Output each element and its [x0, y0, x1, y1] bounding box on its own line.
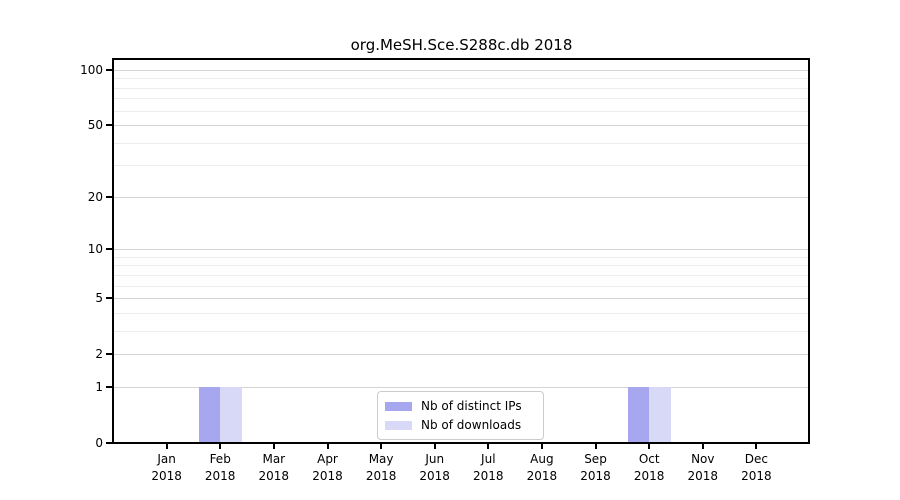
x-tick-label-aug: Aug 2018 — [510, 451, 574, 485]
y-tick-5 — [106, 297, 112, 300]
legend-swatch-distinct-ips — [385, 401, 412, 411]
x-tick-label-apr: Apr 2018 — [296, 451, 360, 485]
year-label: 2018 — [687, 469, 719, 483]
month-label: Apr — [317, 452, 338, 466]
year-label: 2018 — [419, 469, 450, 483]
y-tick-label-50: 50 — [87, 118, 103, 132]
bar-nb-of-downloads-feb — [220, 386, 242, 443]
gridline-y-5 — [113, 298, 810, 300]
x-tick-sep — [594, 443, 597, 449]
month-label: Oct — [638, 452, 660, 466]
y-tick-50 — [106, 124, 112, 126]
gridline-y-2 — [113, 354, 810, 356]
y-tick-10 — [106, 248, 112, 251]
x-tick-label-jun: Jun 2018 — [403, 451, 467, 485]
gridline-y-100 — [113, 69, 810, 71]
month-label: Dec — [744, 452, 768, 466]
y-tick-1 — [106, 385, 112, 388]
x-tick-label-oct: Oct 2018 — [617, 451, 681, 485]
x-tick-oct — [648, 443, 651, 449]
y-tick-label-0: 0 — [95, 436, 103, 450]
y-tick-0 — [106, 442, 112, 444]
x-tick-mar — [272, 443, 275, 449]
year-label: 2018 — [526, 469, 558, 483]
y-tick-label-2: 2 — [95, 347, 103, 362]
year-label: 2018 — [258, 469, 290, 483]
x-tick-jun — [433, 443, 436, 449]
gridline-y-1 — [113, 386, 810, 388]
y-tick-label-1: 1 — [95, 379, 103, 394]
month-label: May — [368, 452, 394, 466]
gridline-y-3 — [113, 330, 810, 332]
year-label: 2018 — [204, 469, 236, 483]
legend-row-downloads: Nb of downloads — [385, 418, 533, 432]
month-label: Jun — [425, 452, 445, 466]
year-label: 2018 — [633, 469, 665, 483]
x-tick-label-jul: Jul 2018 — [456, 451, 520, 485]
month-label: Jul — [481, 452, 496, 466]
gridline-y-70 — [113, 98, 810, 100]
gridline-y-9 — [113, 256, 810, 258]
gridline-y-8 — [113, 265, 810, 267]
month-label: Sep — [584, 452, 607, 466]
month-label: Jan — [157, 452, 176, 466]
year-label: 2018 — [580, 469, 611, 483]
x-tick-label-dec: Dec 2018 — [724, 451, 788, 485]
y-tick-label-100: 100 — [80, 62, 103, 77]
legend: Nb of distinct IPs Nb of downloads — [377, 391, 544, 440]
gridline-y-4 — [113, 312, 810, 314]
gridline-y-80 — [113, 87, 810, 89]
gridline-y-60 — [113, 110, 810, 112]
gridline-y-40 — [113, 142, 810, 144]
y-tick-label-20: 20 — [87, 189, 103, 204]
x-tick-dec — [755, 443, 758, 449]
year-label: 2018 — [365, 469, 397, 483]
bar-nb-of-downloads-oct — [649, 386, 671, 443]
x-tick-feb — [219, 443, 222, 449]
x-tick-label-sep: Sep 2018 — [564, 451, 628, 485]
x-tick-jul — [487, 443, 490, 449]
x-tick-jan — [165, 443, 168, 449]
y-tick-2 — [106, 353, 112, 356]
chart-title: org.MeSH.Sce.S288c.db 2018 — [350, 36, 573, 54]
x-tick-apr — [326, 443, 329, 449]
month-label: Nov — [691, 452, 715, 466]
x-tick-label-may: May 2018 — [349, 451, 413, 485]
y-tick-label-5: 5 — [95, 291, 103, 306]
bar-nb-of-distinct-ips-feb — [198, 386, 221, 443]
gridline-y-50 — [113, 125, 810, 126]
month-label: Aug — [530, 452, 554, 466]
legend-label-downloads: Nb of downloads — [421, 418, 522, 432]
y-tick-20 — [106, 195, 112, 198]
gridline-y-10 — [113, 249, 810, 251]
x-tick-label-jan: Jan 2018 — [135, 451, 199, 485]
gridline-y-30 — [113, 165, 810, 167]
legend-row-distinct-ips: Nb of distinct IPs — [385, 399, 533, 413]
x-tick-label-nov: Nov 2018 — [671, 451, 735, 485]
gridline-y-90 — [113, 78, 810, 80]
x-tick-nov — [701, 443, 704, 449]
year-label: 2018 — [151, 469, 182, 483]
gridline-y-7 — [113, 274, 810, 276]
legend-label-distinct-ips: Nb of distinct IPs — [421, 399, 522, 413]
month-label: Feb — [209, 452, 231, 466]
year-label: 2018 — [312, 469, 343, 483]
y-tick-100 — [106, 68, 112, 71]
legend-swatch-downloads — [385, 420, 412, 430]
x-tick-label-feb: Feb 2018 — [188, 451, 252, 485]
x-tick-label-mar: Mar 2018 — [242, 451, 306, 485]
year-label: 2018 — [741, 469, 772, 483]
month-label: Mar — [262, 452, 286, 466]
x-tick-aug — [540, 443, 543, 449]
year-label: 2018 — [473, 469, 504, 483]
gridline-y-20 — [113, 196, 810, 198]
y-tick-label-10: 10 — [87, 242, 103, 257]
gridline-y-6 — [113, 285, 810, 287]
bar-nb-of-distinct-ips-oct — [627, 386, 650, 443]
x-tick-may — [380, 443, 383, 449]
